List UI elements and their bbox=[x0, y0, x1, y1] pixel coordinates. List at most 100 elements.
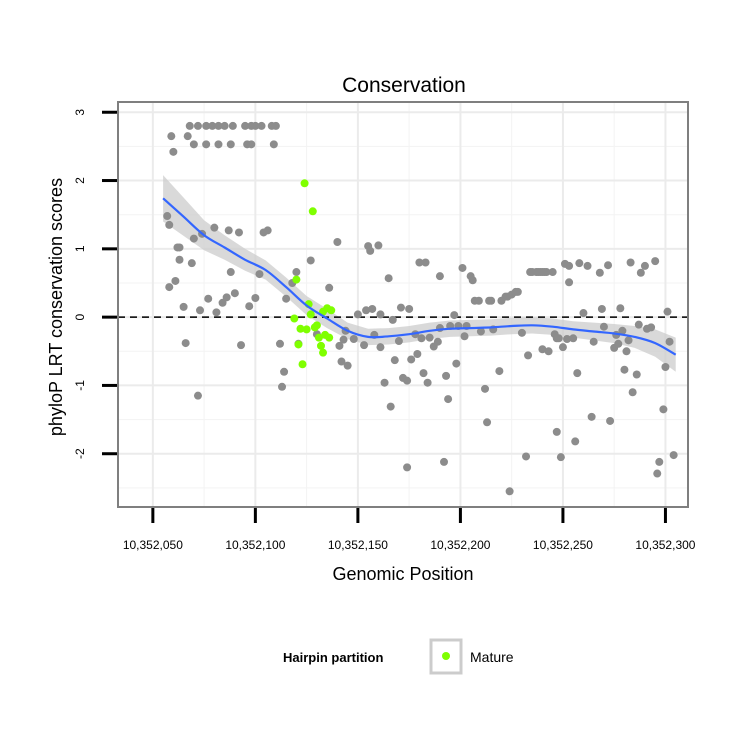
data-point-other bbox=[647, 323, 656, 332]
data-point-other bbox=[185, 121, 194, 130]
data-point-other bbox=[403, 463, 412, 472]
data-point-other bbox=[165, 220, 174, 229]
data-point-other bbox=[628, 388, 637, 397]
data-point-other bbox=[595, 268, 604, 277]
data-point-other bbox=[571, 437, 580, 446]
data-point-other bbox=[669, 451, 678, 460]
data-point-other bbox=[353, 310, 362, 319]
data-point-other bbox=[335, 341, 344, 350]
smooth-line-layer bbox=[162, 197, 677, 356]
data-point-other bbox=[366, 246, 375, 255]
data-point-other bbox=[368, 304, 377, 313]
data-point-other bbox=[333, 238, 342, 247]
data-point-other bbox=[634, 320, 643, 329]
data-point-other bbox=[421, 258, 430, 267]
data-point-other bbox=[665, 337, 674, 346]
data-point-other bbox=[618, 326, 627, 335]
data-point-other bbox=[558, 343, 567, 352]
data-point-other bbox=[651, 257, 660, 266]
data-point-other bbox=[423, 378, 432, 387]
data-point-other bbox=[614, 339, 623, 348]
data-point-other bbox=[622, 347, 631, 356]
data-point-other bbox=[425, 333, 434, 342]
data-point-mature bbox=[292, 275, 301, 284]
data-point-other bbox=[661, 362, 670, 371]
data-point-other bbox=[196, 306, 205, 315]
data-point-other bbox=[263, 226, 272, 235]
data-point-mature bbox=[327, 306, 336, 315]
data-point-other bbox=[573, 369, 582, 378]
data-point-other bbox=[193, 121, 202, 130]
x-tick-label: 10,352,100 bbox=[225, 538, 285, 552]
data-point-other bbox=[565, 278, 574, 287]
data-point-other bbox=[640, 261, 649, 270]
data-point-other bbox=[396, 303, 405, 312]
data-point-other bbox=[234, 228, 243, 237]
data-point-other bbox=[444, 395, 453, 404]
data-point-other bbox=[632, 370, 641, 379]
data-point-other bbox=[495, 367, 504, 376]
data-point-other bbox=[210, 223, 219, 232]
data-point-other bbox=[251, 294, 260, 303]
data-point-other bbox=[179, 302, 188, 311]
data-point-other bbox=[237, 341, 246, 350]
data-point-other bbox=[388, 315, 397, 324]
data-point-other bbox=[476, 327, 485, 336]
data-point-other bbox=[636, 268, 645, 277]
data-point-other bbox=[583, 261, 592, 270]
data-point-other bbox=[175, 255, 184, 264]
data-point-other bbox=[337, 357, 346, 366]
data-point-other bbox=[241, 121, 250, 130]
data-point-other bbox=[257, 121, 266, 130]
data-point-other bbox=[214, 121, 223, 130]
data-point-other bbox=[280, 367, 289, 376]
data-point-other bbox=[575, 259, 584, 268]
data-point-other bbox=[202, 121, 211, 130]
data-point-other bbox=[247, 140, 256, 149]
data-point-other bbox=[224, 226, 233, 235]
legend-label-mature: Mature bbox=[470, 649, 514, 665]
data-point-other bbox=[415, 258, 424, 267]
data-point-other bbox=[604, 261, 613, 270]
x-axis-title: Genomic Position bbox=[332, 564, 473, 584]
data-point-other bbox=[349, 334, 358, 343]
data-point-other bbox=[208, 121, 217, 130]
data-point-other bbox=[193, 391, 202, 400]
legend-title: Hairpin partition bbox=[283, 650, 383, 665]
data-point-other bbox=[569, 334, 578, 343]
data-point-other bbox=[556, 453, 565, 462]
data-point-other bbox=[374, 241, 383, 250]
data-point-other bbox=[306, 256, 315, 265]
data-point-other bbox=[563, 334, 572, 343]
legend-key-mature-dot bbox=[442, 652, 450, 660]
data-point-other bbox=[376, 343, 385, 352]
data-point-other bbox=[579, 309, 588, 318]
data-point-other bbox=[452, 359, 461, 368]
y-tick-label: 3 bbox=[73, 109, 87, 116]
data-point-mature bbox=[319, 348, 328, 357]
data-point-other bbox=[481, 384, 490, 393]
data-point-other bbox=[450, 311, 459, 320]
axis-layer: 10,352,050 10,352,100 10,352,150 10,352,200… bbox=[73, 109, 696, 552]
data-point-other bbox=[390, 356, 399, 365]
y-axis-title: phyloP LRT conservation scores bbox=[46, 178, 66, 436]
data-point-other bbox=[181, 339, 190, 348]
data-point-other bbox=[245, 302, 254, 311]
loess-smooth-line bbox=[162, 197, 677, 356]
data-point-other bbox=[292, 268, 301, 277]
data-point-mature bbox=[308, 207, 317, 216]
data-point-other bbox=[189, 140, 198, 149]
data-point-other bbox=[171, 276, 180, 285]
data-point-other bbox=[275, 339, 284, 348]
data-point-other bbox=[167, 132, 176, 141]
data-point-other bbox=[442, 371, 451, 380]
x-tick-label: 10,352,150 bbox=[328, 538, 388, 552]
data-point-other bbox=[255, 270, 264, 279]
x-tick-label: 10,352,300 bbox=[635, 538, 695, 552]
data-point-other bbox=[222, 293, 231, 302]
data-point-other bbox=[587, 412, 596, 421]
data-point-other bbox=[204, 294, 213, 303]
y-tick-label: -1 bbox=[73, 380, 87, 391]
data-point-other bbox=[362, 306, 371, 315]
